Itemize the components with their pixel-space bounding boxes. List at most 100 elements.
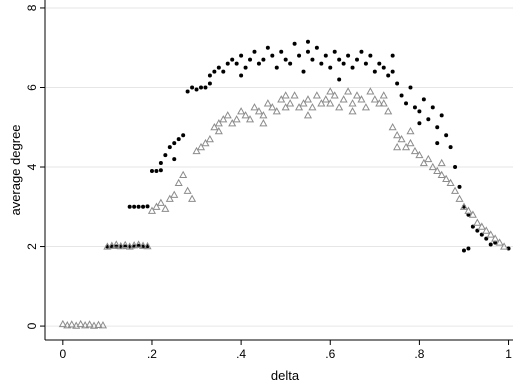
point-s1-79: [410, 146, 419, 155]
point-s1-68: [361, 103, 370, 111]
point-s1-47: [268, 103, 277, 111]
point-s1-31: [196, 142, 206, 151]
point-s0-72: [395, 81, 400, 86]
point-s1-6: [85, 320, 94, 328]
point-s1-52: [290, 91, 299, 99]
series-0: [105, 39, 511, 253]
point-s1-22: [156, 198, 165, 206]
point-s0-61: [346, 53, 351, 58]
y-tick-label-4: 8: [25, 4, 39, 11]
point-s0-29: [203, 85, 208, 90]
point-s1-55: [303, 95, 313, 103]
point-s0-82: [439, 113, 444, 118]
point-s1-13: [116, 241, 125, 250]
point-s1-4: [76, 319, 85, 328]
point-s0-68: [377, 61, 382, 66]
point-s1-86: [442, 174, 451, 183]
point-s0-17: [158, 168, 163, 173]
point-s1-104: [393, 142, 402, 151]
point-s1-74: [388, 123, 397, 131]
point-s1-42: [245, 115, 255, 123]
point-s0-85: [453, 165, 458, 170]
point-s1-44: [254, 107, 263, 115]
point-s1-106: [406, 126, 415, 135]
point-s1-41: [241, 111, 250, 119]
point-s1-88: [451, 186, 460, 194]
point-s1-7: [89, 321, 99, 329]
point-s1-84: [433, 166, 442, 175]
point-s0-35: [230, 57, 235, 62]
point-s1-26: [174, 178, 183, 186]
point-s1-95: [482, 226, 491, 234]
point-s0-49: [292, 41, 297, 46]
point-s0-73: [399, 93, 404, 98]
point-s1-9: [98, 321, 107, 329]
point-s1-45: [259, 111, 268, 119]
y-axis-ticks: 0 2 4 6 8: [25, 4, 45, 329]
point-s0-76: [412, 105, 417, 110]
point-s1-77: [401, 142, 411, 151]
point-s0-47: [283, 57, 288, 62]
point-s0-53: [310, 57, 315, 62]
point-s0-42: [261, 57, 266, 62]
point-s1-58: [317, 99, 326, 107]
point-s1-48: [272, 107, 281, 115]
point-s1-102: [303, 111, 313, 119]
point-s0-100: [305, 39, 310, 44]
point-s1-8: [94, 320, 103, 328]
point-s0-81: [435, 125, 440, 130]
point-s1-25: [170, 190, 179, 198]
point-s1-5: [81, 321, 90, 329]
point-s1-24: [165, 194, 174, 202]
point-s1-40: [237, 107, 246, 115]
point-s0-25: [185, 89, 190, 94]
x-tick-label-0: 0: [59, 347, 66, 361]
point-s1-11: [107, 241, 116, 249]
point-s0-86: [457, 184, 462, 189]
point-s1-78: [406, 138, 415, 147]
point-s0-12: [136, 204, 141, 209]
point-s1-103: [348, 107, 357, 115]
point-s1-63: [339, 95, 348, 103]
point-s1-56: [308, 103, 317, 111]
point-s1-14: [121, 240, 130, 249]
point-s0-55: [319, 61, 324, 66]
point-s1-21: [152, 202, 161, 210]
point-s0-20: [167, 145, 172, 150]
point-s0-44: [270, 53, 275, 58]
point-s0-104: [207, 73, 212, 78]
point-s0-79: [426, 117, 431, 122]
point-s0-96: [466, 246, 471, 251]
point-s0-101: [390, 53, 395, 58]
point-s1-12: [112, 240, 121, 248]
point-s0-18: [158, 161, 163, 166]
series-1: [58, 87, 509, 329]
point-s0-83: [444, 133, 449, 138]
point-s0-13: [141, 204, 146, 209]
gridlines: [46, 7, 513, 327]
x-axis-ticks: 0 .2 .4 .6 .8 1: [59, 340, 512, 361]
point-s0-51: [301, 69, 306, 74]
point-s1-17: [134, 240, 143, 248]
point-s0-54: [314, 45, 319, 50]
point-s1-1: [63, 321, 72, 329]
point-s0-23: [176, 137, 181, 142]
point-s1-30: [192, 146, 201, 155]
point-s1-28: [183, 186, 192, 194]
point-s0-28: [199, 85, 203, 90]
point-s1-93: [473, 218, 482, 226]
x-tick-label-3: .6: [325, 347, 335, 361]
point-s0-10: [127, 204, 132, 209]
point-s1-107: [437, 158, 446, 167]
point-s1-57: [312, 91, 321, 99]
point-s0-97: [488, 242, 493, 247]
point-s1-99: [500, 242, 509, 250]
point-s1-80: [415, 150, 424, 159]
point-s0-24: [181, 133, 186, 138]
point-s0-27: [194, 87, 199, 92]
point-s1-53: [295, 103, 304, 111]
point-s0-50: [297, 53, 302, 58]
point-s1-98: [495, 238, 504, 246]
point-s0-14: [145, 204, 150, 209]
